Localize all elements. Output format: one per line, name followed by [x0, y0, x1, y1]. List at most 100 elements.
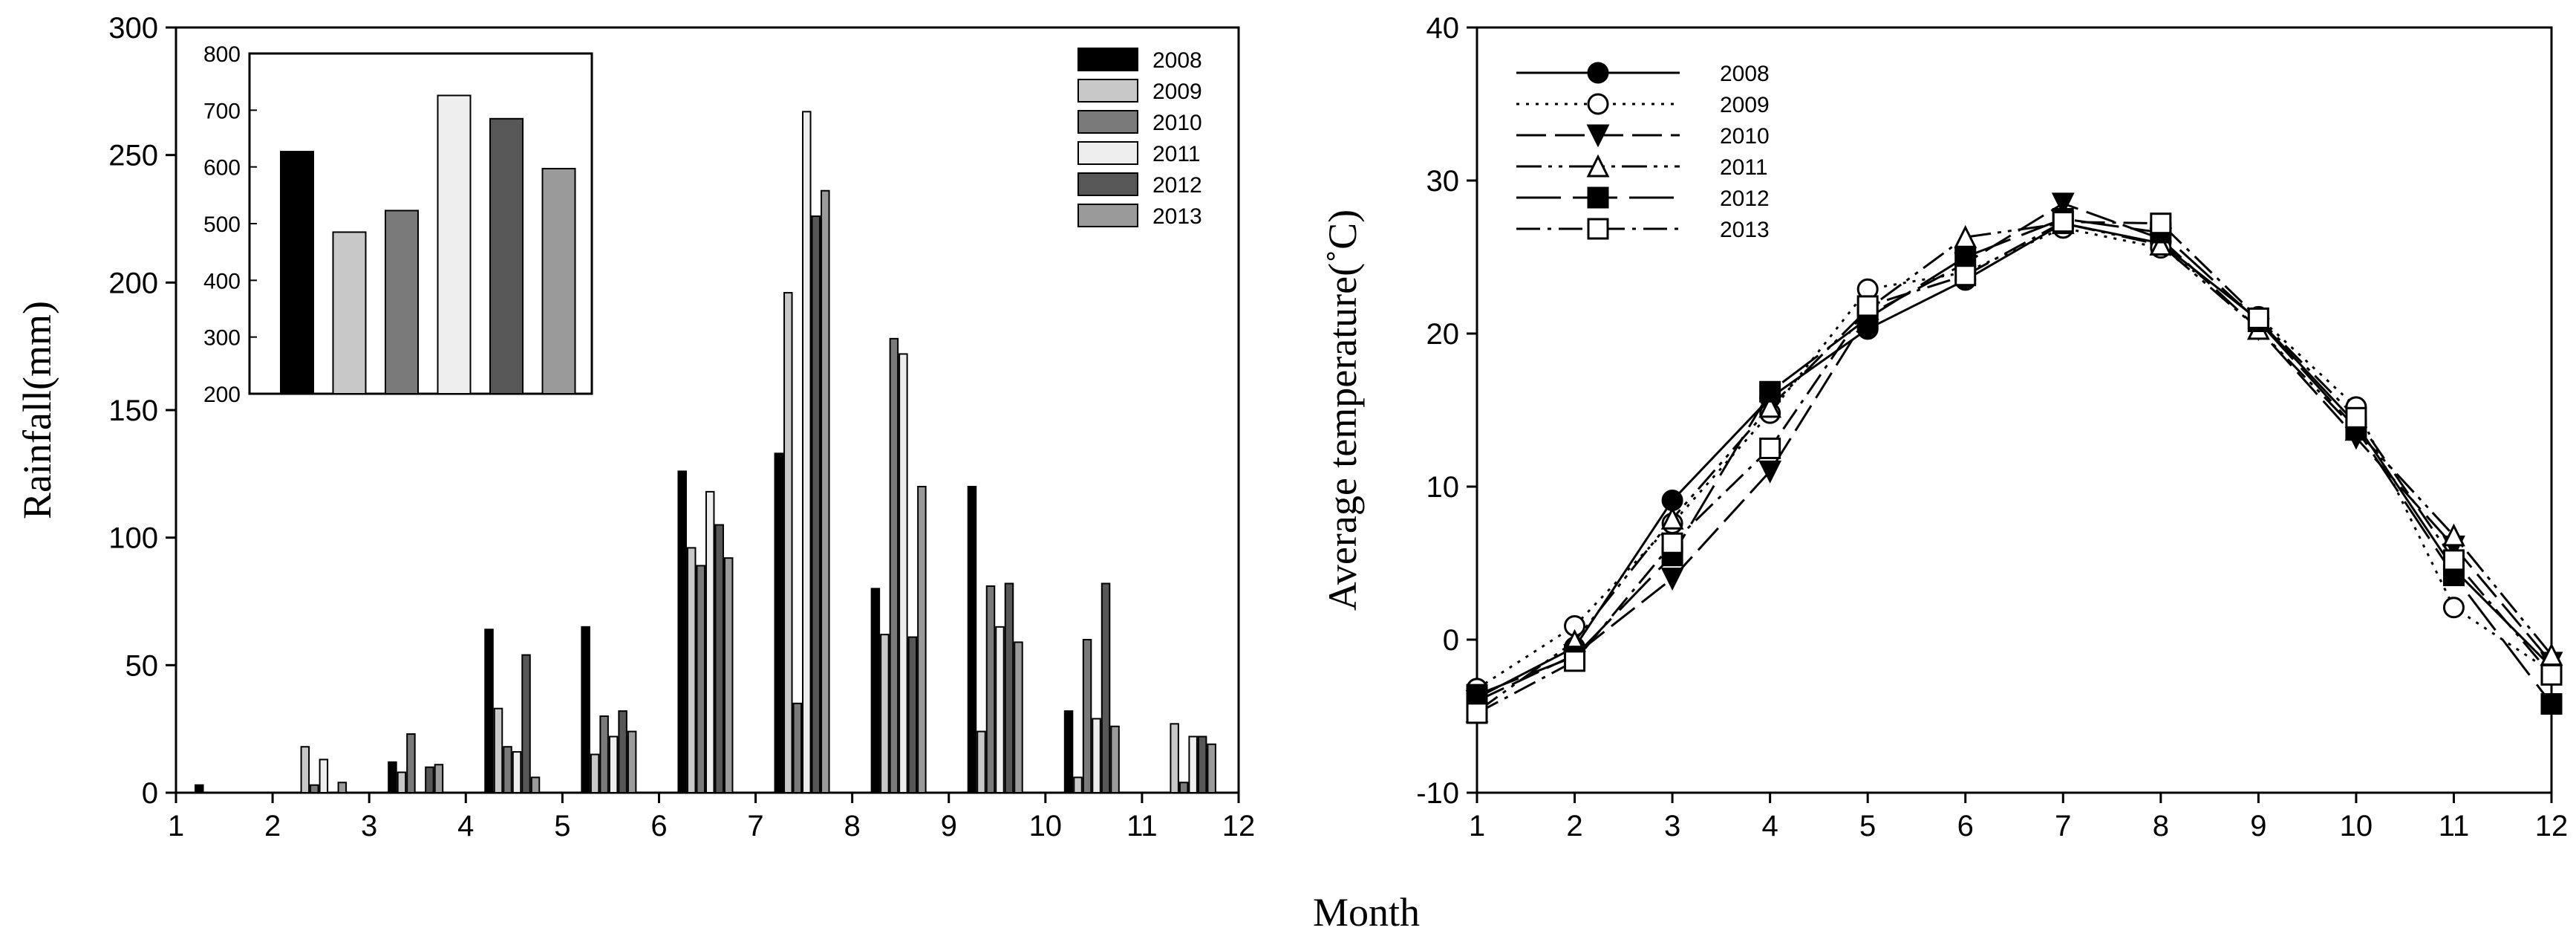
inset-bar-2011 — [437, 94, 472, 394]
inset-bar-2009 — [332, 231, 367, 395]
legend-label-2008: 2008 — [1152, 48, 1202, 73]
temperature-point-2013-m3 — [1661, 532, 1683, 554]
y-tick-label: 150 — [108, 394, 158, 427]
x-tick-label: 4 — [457, 810, 474, 842]
legend-marker-2011 — [1586, 154, 1610, 178]
rainfall-bar-2013-m10 — [1110, 725, 1120, 794]
x-tick-label: 2 — [264, 810, 281, 842]
temperature-line-2010 — [1476, 202, 2553, 702]
x-tick-label: 5 — [1859, 810, 1876, 842]
y-tick-label: 40 — [1426, 12, 1460, 45]
rainfall-bar-2010-m6 — [696, 565, 705, 794]
x-tick-label: 3 — [361, 810, 377, 842]
x-tick-label: 12 — [2535, 810, 2569, 842]
y-axis-label: Average temperature(˚C) — [1320, 210, 1365, 611]
rainfall-bar-2011-m8 — [899, 353, 908, 793]
rainfall-bar-2013-m2 — [337, 782, 348, 794]
x-tick-label: 1 — [1469, 810, 1485, 842]
rainfall-bar-2011-m9 — [995, 626, 1005, 793]
temperature-point-2013-m1 — [1466, 702, 1488, 724]
temperature-point-2013-m7 — [2052, 211, 2074, 233]
temperature-point-2013-m8 — [2150, 212, 2172, 235]
rainfall-bar-2008-m1 — [195, 784, 204, 793]
inset-y-tick-label: 200 — [203, 383, 241, 407]
legend-marker-2008 — [1587, 62, 1609, 84]
temperature-point-2013-m12 — [2540, 663, 2563, 686]
rainfall-bar-2011-m7 — [802, 111, 812, 794]
rainfall-bar-2012-m6 — [714, 524, 724, 793]
rainfall-bar-2011-m5 — [608, 735, 619, 794]
legend-marker-2013 — [1587, 218, 1609, 240]
rainfall-bar-2012-m10 — [1100, 582, 1111, 793]
x-tick-label: 10 — [1029, 810, 1063, 842]
temperature-point-2010-m3 — [1660, 568, 1684, 591]
rainfall-bar-2009-m9 — [976, 730, 986, 793]
inset-bar-2013 — [541, 167, 576, 394]
rainfall-bar-2011-m6 — [705, 490, 715, 793]
legend-marker-2012 — [1587, 186, 1609, 209]
inset-y-tick-label: 300 — [203, 326, 241, 351]
rainfall-bar-2009-m6 — [686, 547, 697, 794]
inset-y-tick-label: 800 — [203, 42, 241, 67]
temperature-point-2012-m12 — [2540, 693, 2563, 715]
inset-bar-2008 — [280, 151, 314, 394]
inset-y-tick-label: 600 — [203, 156, 241, 181]
y-tick-label: -10 — [1416, 777, 1459, 810]
rainfall-bar-2012-m11 — [1197, 735, 1207, 794]
temperature-point-2011-m4 — [1758, 394, 1782, 418]
legend-label-2013: 2013 — [1152, 204, 1202, 229]
legend-label-2010: 2010 — [1152, 111, 1202, 135]
temperature-point-2013-m9 — [2247, 307, 2269, 329]
rainfall-bar-2009-m4 — [493, 707, 503, 794]
temperature-point-2013-m4 — [1759, 438, 1781, 459]
temperature-line-2009 — [1476, 227, 2552, 690]
rainfall-bar-2013-m8 — [917, 486, 927, 793]
legend-swatch-2013 — [1077, 204, 1138, 227]
y-tick-label: 250 — [108, 140, 158, 172]
y-axis-label: Rainfall(mm) — [15, 301, 59, 519]
legend-label-2012: 2012 — [1720, 186, 1770, 211]
rainfall-bar-2013-m7 — [821, 189, 830, 793]
x-tick-label: 8 — [2153, 810, 2169, 842]
inset-bar-2012 — [489, 117, 524, 395]
inset-bar-2010 — [385, 210, 419, 394]
rainfall-bar-2013-m5 — [627, 730, 637, 793]
rainfall-bar-2010-m3 — [406, 733, 416, 793]
legend-label-2008: 2008 — [1720, 62, 1770, 86]
y-tick-label: 0 — [1443, 624, 1459, 657]
legend-swatch-2009 — [1077, 79, 1138, 103]
rainfall-bar-2009-m7 — [783, 292, 793, 794]
inset-y-tick-label: 500 — [203, 212, 241, 237]
temperature-point-2011-m3 — [1660, 506, 1684, 530]
y-tick-label: 300 — [108, 12, 158, 45]
rainfall-bar-2013-m11 — [1207, 743, 1216, 793]
temperature-line-2013 — [1476, 221, 2553, 715]
x-tick-label: 8 — [844, 810, 861, 842]
legend-swatch-2012 — [1077, 172, 1138, 196]
x-tick-label: 11 — [2439, 810, 2470, 842]
x-tick-label: 10 — [2340, 810, 2373, 842]
rainfall-bar-2008-m6 — [677, 470, 687, 794]
legend-swatch-2011 — [1077, 141, 1138, 165]
x-tick-label: 6 — [1957, 810, 1974, 842]
rainfall-bar-2008-m5 — [581, 626, 590, 793]
rainfall-bar-2010-m11 — [1178, 782, 1189, 794]
rainfall-bar-2010-m8 — [889, 337, 899, 794]
temperature-point-2013-m10 — [2345, 406, 2367, 429]
rainfall-bar-2012-m7 — [811, 215, 821, 794]
legend-label-2009: 2009 — [1152, 79, 1202, 104]
rainfall-bar-2013-m9 — [1014, 641, 1023, 794]
legend-swatch-2008 — [1077, 48, 1138, 71]
rainfall-bar-2012-m9 — [1004, 582, 1014, 793]
rainfall-bar-2008-m9 — [967, 486, 977, 793]
x-tick-label: 7 — [2055, 810, 2071, 842]
legend-label-2009: 2009 — [1720, 93, 1770, 117]
rainfall-bar-2008-m3 — [388, 761, 397, 794]
legend-label-2012: 2012 — [1152, 173, 1202, 198]
annual-rainfall-inset: 200 300 400 500 600 700 800 — [203, 42, 593, 407]
temperature-point-2011-m8 — [2149, 233, 2173, 256]
rainfall-bar-2012-m8 — [907, 636, 918, 793]
x-tick-label: 3 — [1664, 810, 1680, 842]
legend-label-2011: 2011 — [1720, 155, 1768, 180]
